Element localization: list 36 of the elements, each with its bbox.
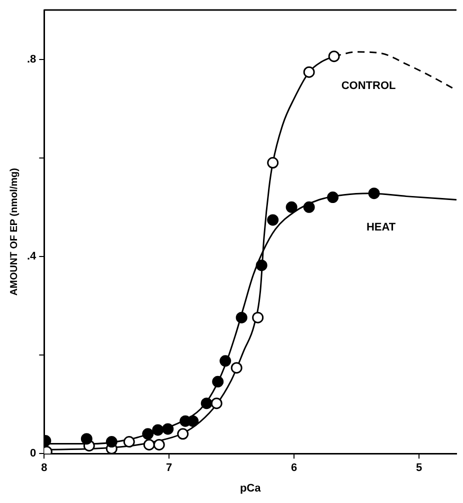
x-tick-label: 8 — [41, 462, 48, 474]
point — [368, 188, 380, 200]
point — [123, 436, 135, 448]
point — [286, 201, 298, 213]
point — [236, 312, 248, 324]
x-axis-title: pCa — [240, 482, 262, 494]
point — [200, 398, 212, 410]
point — [142, 428, 154, 440]
point — [212, 376, 224, 388]
y-tick-label: 0 — [30, 448, 36, 460]
point — [230, 362, 242, 374]
point — [327, 192, 339, 204]
x-tick-label: 6 — [291, 462, 298, 474]
point — [106, 436, 118, 448]
series-label: CONTROL — [341, 80, 396, 92]
point — [303, 201, 315, 213]
x-tick-label: 7 — [166, 462, 172, 474]
y-tick-label: .4 — [26, 250, 38, 262]
point — [328, 50, 340, 62]
point — [256, 260, 268, 272]
y-axis-title: AMOUNT OF EP (nmol/mg) — [8, 168, 20, 296]
point — [252, 312, 264, 324]
point — [267, 157, 279, 169]
point — [220, 355, 232, 367]
x-tick-label: 5 — [416, 462, 422, 474]
text: HEAT — [366, 221, 396, 234]
point — [162, 423, 174, 435]
point — [177, 428, 189, 440]
point — [153, 438, 165, 450]
point — [303, 66, 315, 78]
y-tick-label: .8 — [26, 53, 36, 66]
point — [143, 438, 155, 450]
point — [152, 424, 164, 436]
point — [80, 433, 92, 445]
point — [267, 214, 279, 226]
point — [210, 398, 222, 410]
